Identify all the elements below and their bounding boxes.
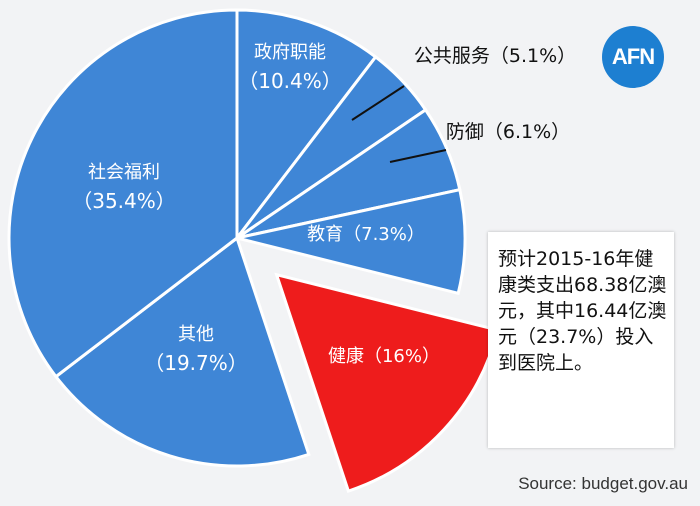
pie-slice-5 [53,235,311,468]
pie-slice-3 [236,187,467,296]
slice-label-1: 公共服务（5.1%） [414,45,576,67]
pie-slice-0 [235,8,378,243]
source-credit: Source: budget.gov.au [518,474,688,493]
slice-label-0: 政府职能 [254,42,326,63]
slice-label-5: 其他 [178,324,214,345]
pie-slice-4 [274,272,500,494]
slice-label-4: 健康（16%） [328,346,440,367]
leader-line-1 [351,85,405,121]
slice-percent-5: （19.7%） [144,351,248,375]
slice-label-2: 防御（6.1%） [446,121,570,143]
annotation-box: 预计2015-16年健康类支出68.38亿澳元，其中16.44亿澳元（23.7%… [488,232,674,448]
annotation-text: 预计2015-16年健康类支出68.38亿澳元，其中16.44亿澳元（23.7%… [498,248,667,374]
leader-line-2 [389,149,447,163]
afn-logo: AFN [602,26,664,88]
slice-percent-0: （10.4%） [238,69,342,93]
slice-percent-6: （35.4%） [72,189,176,213]
pie-slice-6 [7,8,239,379]
slice-label-6: 社会福利 [88,162,160,183]
slice-label-3: 教育（7.3%） [307,224,425,245]
